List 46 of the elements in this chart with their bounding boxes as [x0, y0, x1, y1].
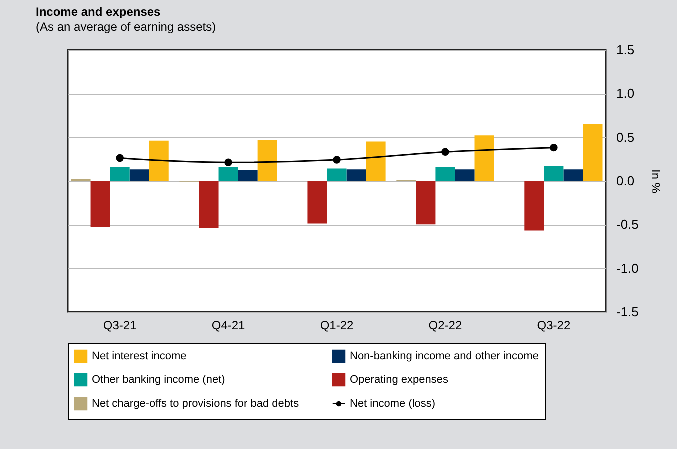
bar	[346, 170, 366, 181]
point	[116, 154, 124, 162]
chart-title: Income and expenses	[36, 5, 162, 19]
x-tick-label: Q2-22	[428, 318, 462, 332]
legend-label: Net income (loss)	[350, 398, 436, 410]
bar	[110, 167, 130, 181]
bar	[544, 166, 564, 181]
bar	[436, 167, 456, 181]
y-tick-label: -0.5	[616, 217, 639, 232]
chart-subtitle: (As an average of earning assets)	[36, 20, 216, 34]
bar	[199, 181, 219, 228]
bar	[524, 181, 544, 231]
point	[442, 148, 450, 156]
bar	[308, 181, 328, 224]
legend-label: Other banking income (net)	[92, 374, 226, 386]
point	[333, 156, 341, 164]
legend-label: Non-banking income and other income	[350, 350, 539, 362]
bar	[366, 142, 386, 181]
legend-label: Operating expenses	[350, 374, 449, 386]
bar	[583, 124, 603, 181]
y-axis-title: In %	[648, 169, 663, 194]
y-tick-label: 1.5	[616, 42, 635, 58]
bar	[149, 140, 169, 181]
x-tick-label: Q4-21	[212, 318, 246, 332]
legend-label: Net interest income	[92, 350, 187, 362]
y-tick-label: 1.0	[616, 86, 635, 102]
y-tick-label: 0.5	[616, 130, 635, 145]
bar	[416, 181, 436, 225]
bar	[130, 170, 150, 181]
legend-label: Net charge-offs to provisions for bad debts	[92, 398, 300, 410]
x-tick-label: Q1-22	[320, 318, 354, 332]
bar	[455, 170, 475, 181]
point	[224, 158, 232, 167]
point	[550, 144, 558, 152]
bar	[238, 170, 258, 181]
y-tick-label: -1.0	[616, 260, 639, 276]
bar	[564, 170, 584, 181]
x-tick-label: Q3-21	[103, 318, 138, 332]
bar	[474, 136, 494, 181]
y-tick-label: -1.5	[616, 304, 639, 320]
y-tick-label: 0.0	[616, 174, 635, 188]
bar	[90, 181, 110, 228]
bar	[258, 140, 278, 181]
bar	[218, 167, 238, 181]
bar	[327, 168, 347, 181]
x-tick-label: Q3-22	[537, 318, 571, 332]
